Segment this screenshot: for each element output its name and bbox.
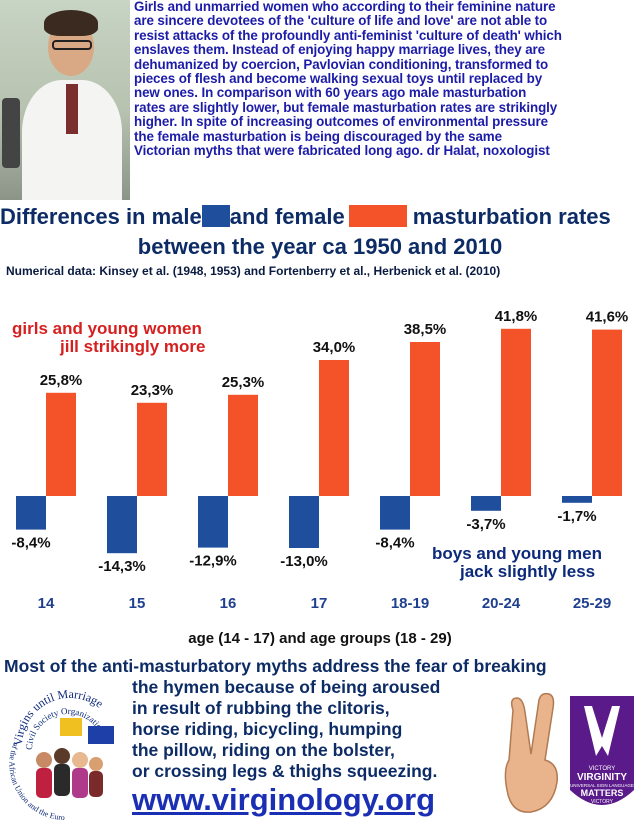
data-label-female-15: 23,3% [131,382,174,399]
organization-logo: Virgins until Marriage Civil Society Org… [0,676,114,822]
data-label-male-25-29: -1,7% [557,508,596,525]
footer-line: horse riding, bicycling, humping [132,719,403,739]
intro-line: are sincere devotees of the 'culture of … [134,13,548,29]
bar-male-15 [107,496,137,554]
badge-text-1: VICTORY [589,766,615,772]
x-tick-label-17: 17 [311,595,328,612]
bar-male-14 [16,496,46,530]
data-label-female-25-29: 41,6% [586,309,629,326]
footer-line: or crossing legs & thighs squeezing. [132,761,438,781]
x-tick-label-14: 14 [38,595,55,612]
tie-shape [66,84,78,134]
people-group-icon [36,748,103,798]
author-photo [0,0,130,200]
bar-female-15 [137,402,167,496]
intro-line: Victorian myths that were fabricated lon… [134,143,550,159]
intro-line: Girls and unmarried women who according … [134,0,556,14]
bar-female-17 [319,360,349,496]
bar-female-16 [228,394,258,496]
data-label-male-18-19: -8,4% [375,535,414,552]
x-tick-label-15: 15 [129,595,146,612]
intro-line: rates are slightly lower, but female mas… [134,99,558,115]
glasses-shape [52,40,92,50]
bar-male-17 [289,496,319,548]
footer-line: the hymen because of being aroused [132,677,441,697]
virginity-matters-badge: VICTORY VIRGINITY UNIVERSAL SIGN LANGUAG… [570,696,634,812]
title-part3: masturbation rates [412,204,611,229]
eu-flag-icon [88,726,114,744]
badge-text-3: UNIVERSAL SIGN LANGUAGE [570,783,634,788]
x-tick-label-25-29: 25-29 [573,595,611,612]
badge-text-6: VICTORY [591,806,614,812]
bar-female-20-24 [501,328,531,496]
annotation-male-line1: boys and young men [432,544,602,563]
bar-female-14 [46,392,76,496]
x-tick-label-18-19: 18-19 [391,595,429,612]
data-label-male-17: -13,0% [280,553,328,570]
data-label-male-14: -8,4% [11,535,50,552]
website-link[interactable]: www.virginology.org [132,782,436,817]
africa-flag-icon [60,718,82,736]
footer-line: the pillow, riding on the bolster, [132,740,395,760]
chart-title-line1: Differences in male and female masturbatio… [0,204,640,234]
footer-line: Most of the anti-masturbatory myths addr… [4,656,547,676]
bar-female-25-29 [592,329,622,496]
data-label-female-16: 25,3% [222,374,265,391]
bar-male-25-29 [562,496,592,503]
bar-male-18-19 [380,496,410,530]
title-part2: and female [229,204,345,229]
annotation-female-line1: girls and young women [12,319,202,338]
chart-title-line2: between the year ca 1950 and 2010 [137,234,503,259]
bar-male-16 [198,496,228,548]
x-axis-caption: age (14 - 17) and age groups (18 - 29) [188,630,452,647]
data-label-female-18-19: 38,5% [404,321,447,338]
title-part1: Differences in male [0,204,202,229]
bar-chart: 25,8% -8,4% 14 23,3% -14,3% 15 25,3% -12,9% 16 34… [11,308,629,612]
intro-line: the female masturbation is being discour… [134,128,502,144]
annotation-male-line2: jack slightly less [459,562,595,581]
footer-line: in result of rubbing the clitoris, [132,698,390,718]
intro-line: resist attacks of the profoundly anti-fe… [134,27,562,43]
data-label-female-14: 25,8% [40,372,83,389]
intro-paragraph: Girls and unmarried women who according … [134,0,638,158]
intro-line: new ones. In comparison with 60 years ag… [134,85,527,101]
x-tick-label-16: 16 [220,595,237,612]
intro-line: higher. In spite of increasing outcomes … [134,114,548,130]
data-label-female-17: 34,0% [313,339,356,356]
x-tick-label-20-24: 20-24 [482,595,521,612]
legend-swatch-female [348,205,407,228]
data-label-female-20-24: 41,8% [495,308,538,325]
data-label-male-20-24: -3,7% [466,516,505,533]
intro-line: dehumanized by coercion, Pavlovian condi… [134,56,549,72]
intro-line: enslaves them. Instead of enjoying happy… [134,42,545,58]
data-label-male-15: -14,3% [98,558,146,575]
annotation-female-line2: jill strikingly more [59,337,206,356]
badge-text-4: MATTERS [581,788,624,798]
intro-line: pieces of flesh and become walking sexua… [134,71,543,87]
bar-male-20-24 [471,496,501,511]
victory-hand-icon [504,692,558,813]
source-note: Numerical data: Kinsey et al. (1948, 195… [6,264,501,278]
legend-swatch-male [201,205,230,228]
data-label-male-16: -12,9% [189,553,237,570]
badge-text-5: VICTORY [591,799,614,805]
bar-female-18-19 [410,342,440,496]
hair-shape [44,10,98,36]
badge-text-2: VIRGINITY [577,772,627,783]
microscope-shape [2,98,20,168]
